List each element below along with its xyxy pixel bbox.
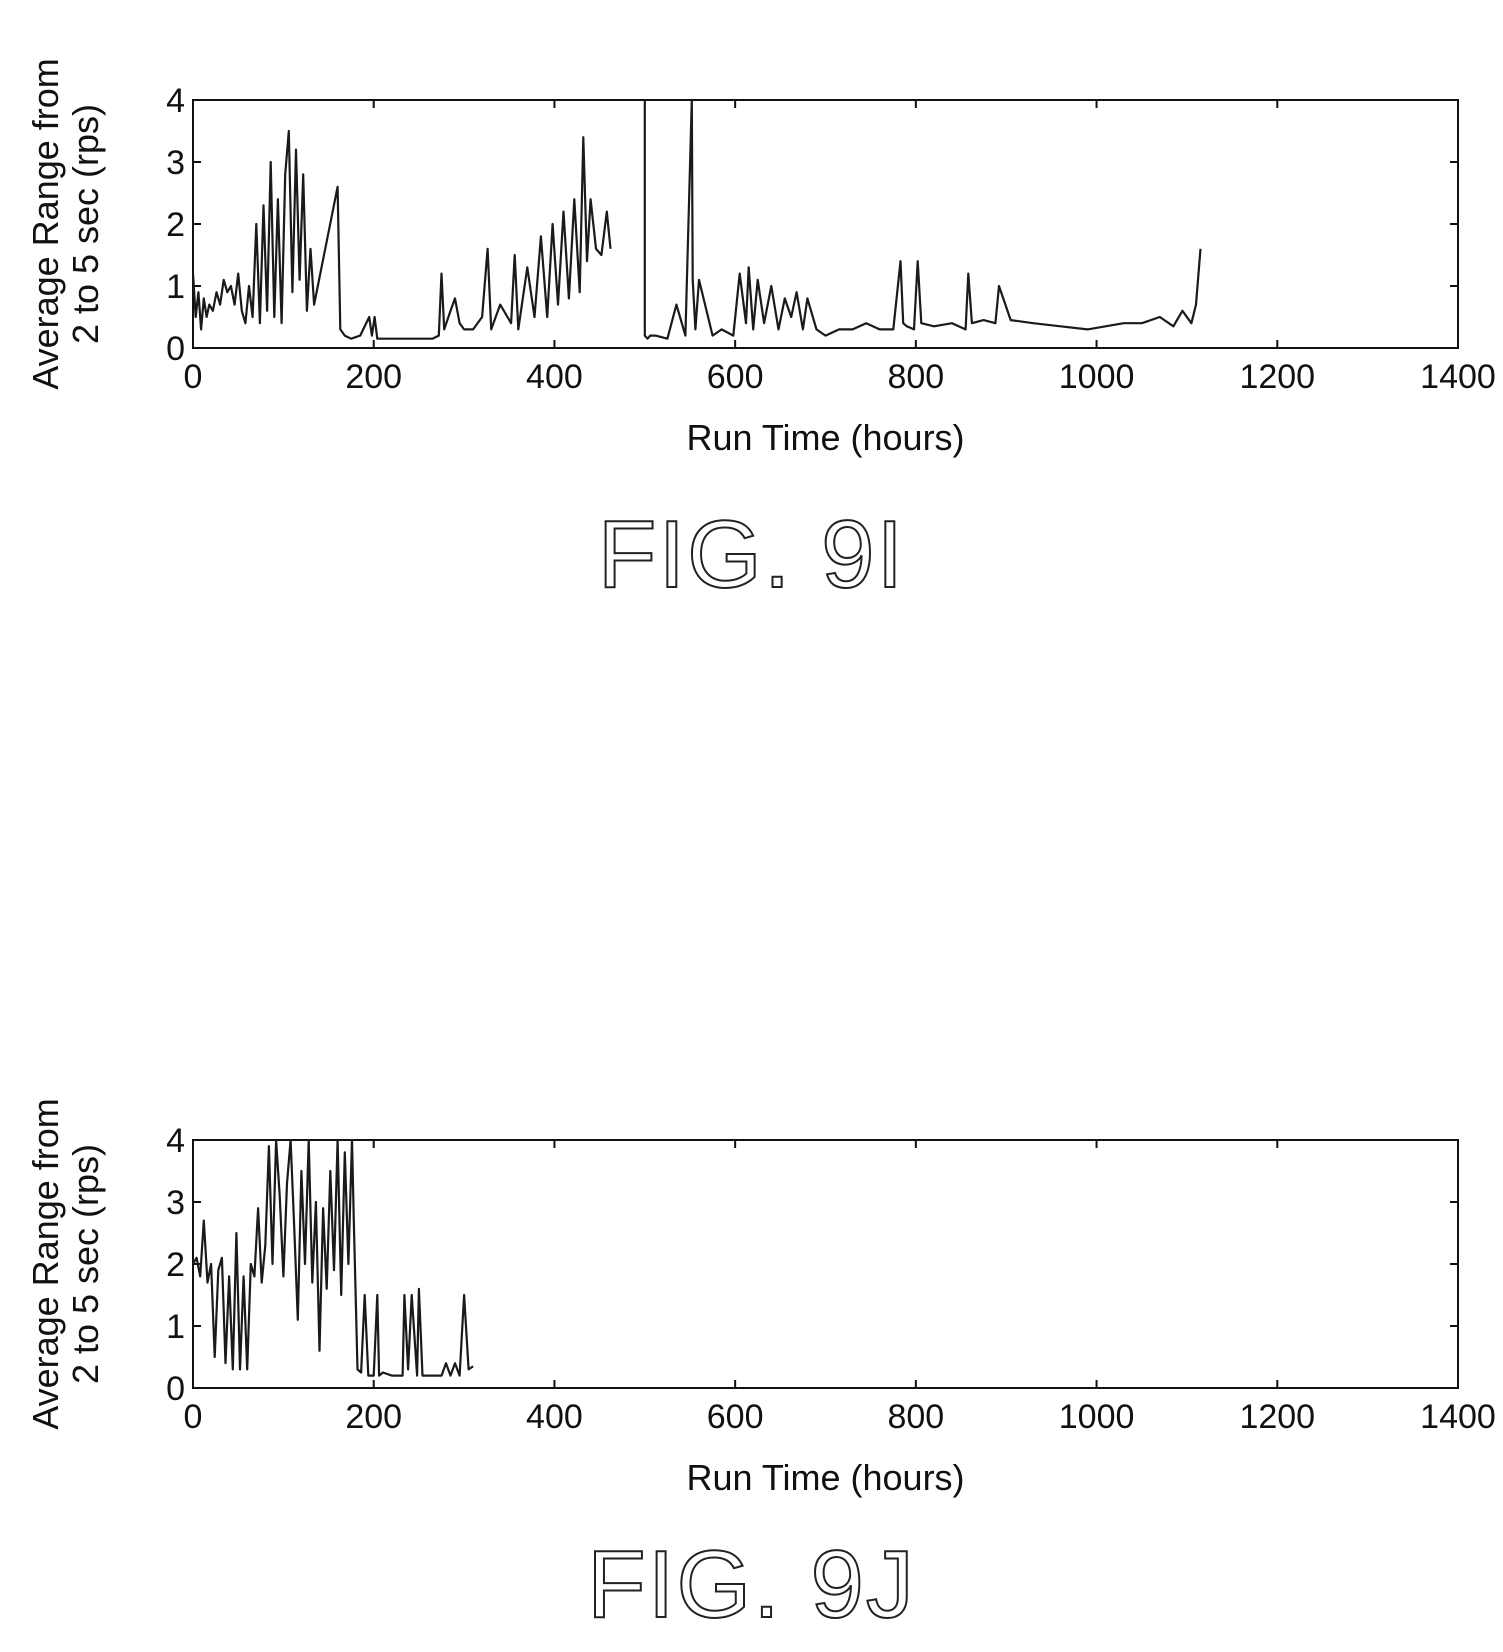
y-tick-label: 1 [166, 1308, 185, 1346]
chart-9j: 0 200 400 600 800 1000 1200 1400 0 1 2 3 4 Run Time (… [25, 1098, 1496, 1498]
figure-9i: 0 200 400 600 800 1000 1200 1400 0 1 2 3 4 Run Time (… [0, 0, 1503, 620]
y-axis-title: Average Range from 2 to 5 sec (rps) [25, 1098, 106, 1430]
figure-9j: 0 200 400 600 800 1000 1200 1400 0 1 2 3 4 Run Time (… [0, 1040, 1503, 1652]
y-tick-label: 0 [166, 1370, 185, 1408]
chart-9i: 0 200 400 600 800 1000 1200 1400 0 1 2 3 4 Run Time (… [25, 58, 1496, 458]
y-tick-label: 3 [166, 144, 185, 182]
figure-caption-9j: FIG. 9J [586, 1530, 916, 1639]
x-tick-label: 1400 [1420, 358, 1496, 396]
figure-caption-9i: FIG. 9I [597, 500, 906, 609]
x-tick-label: 0 [184, 358, 203, 396]
y-axis-title: Average Range from 2 to 5 sec (rps) [25, 58, 106, 390]
y-tick-label: 3 [166, 1184, 185, 1222]
x-tick-label: 0 [184, 1398, 203, 1436]
x-tick-label: 600 [707, 1398, 764, 1436]
x-tick-label: 800 [887, 358, 944, 396]
x-tick-label: 400 [526, 358, 583, 396]
x-tick-label: 1200 [1239, 358, 1315, 396]
x-axis-title: Run Time (hours) [686, 417, 964, 458]
y-tick-label: 4 [166, 1122, 185, 1160]
y-tick-label: 2 [166, 1246, 185, 1284]
x-tick-label: 600 [707, 358, 764, 396]
x-tick-label: 800 [887, 1398, 944, 1436]
x-axis-title: Run Time (hours) [686, 1457, 964, 1498]
series-line-0 [191, 129, 612, 340]
x-tick-label: 400 [526, 1398, 583, 1436]
y-axis-title-line1: Average Range from [25, 58, 66, 390]
y-axis-title-line2: 2 to 5 sec (rps) [65, 1144, 106, 1384]
x-tick-label: 1000 [1059, 358, 1135, 396]
y-axis-title-line2: 2 to 5 sec (rps) [65, 104, 106, 344]
plot-frame [192, 99, 1459, 349]
y-axis-title-line1: Average Range from [25, 1098, 66, 1430]
x-tick-label: 1000 [1059, 1398, 1135, 1436]
x-tick-label: 1200 [1239, 1398, 1315, 1436]
y-tick-label: 1 [166, 268, 185, 306]
y-tick-label: 2 [166, 206, 185, 244]
x-tick-label: 200 [345, 1398, 402, 1436]
x-tick-label: 200 [345, 358, 402, 396]
y-tick-label: 4 [166, 82, 185, 120]
series-line-0 [192, 1138, 474, 1377]
series-line-1 [643, 98, 1202, 340]
plot-frame [192, 1139, 1459, 1389]
y-tick-label: 0 [166, 330, 185, 368]
x-tick-label: 1400 [1420, 1398, 1496, 1436]
